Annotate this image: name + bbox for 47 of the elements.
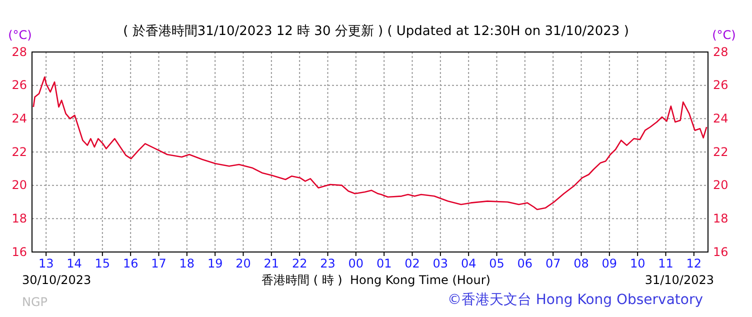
x-tick-label: 14 <box>66 256 82 271</box>
x-tick-label: 23 <box>320 256 336 271</box>
x-tick-label: 11 <box>658 256 674 271</box>
y-tick-label: 22 <box>12 144 27 159</box>
y2-tick-label: 28 <box>713 44 728 59</box>
x-tick-label: 02 <box>404 256 420 271</box>
x-tick-label: 00 <box>348 256 364 271</box>
y-tick-label: 24 <box>12 112 27 126</box>
x-tick-label: 12 <box>686 256 702 271</box>
y-tick-label: 26 <box>12 78 27 92</box>
x-tick-label: 04 <box>460 256 476 271</box>
x-tick-label: 13 <box>38 256 54 271</box>
x-tick-label: 22 <box>292 256 308 271</box>
x-tick-label: 19 <box>207 256 223 271</box>
x-axis-title: 香港時間 ( 時 ) Hong Kong Time (Hour) <box>262 273 490 287</box>
y-tick-label: 20 <box>12 178 27 192</box>
x-tick-label: 06 <box>517 256 533 271</box>
x-tick-label: 09 <box>602 256 618 271</box>
y-tick-label: 16 <box>12 244 27 259</box>
y2-tick-label: 18 <box>713 212 728 226</box>
x-tick-label: 07 <box>545 256 561 271</box>
x-tick-label: 01 <box>376 256 392 271</box>
x-tick-label: 18 <box>179 256 195 271</box>
x-tick-label: 15 <box>94 256 110 271</box>
y-tick-label: 28 <box>12 44 27 59</box>
x-tick-label: 16 <box>122 256 138 271</box>
y2-axis-title: (°C) <box>712 28 736 42</box>
y-tick-label: 18 <box>12 212 27 226</box>
x-tick-label: 21 <box>264 256 280 271</box>
x-tick-label: 03 <box>432 256 448 271</box>
text: ©香港天文台 Hong Kong Observatory <box>447 292 703 308</box>
y2-tick-label: 16 <box>713 244 728 259</box>
chart-subtitle: ( 於香港時間31/10/2023 12 時 30 分更新 ) ( Updated at 12:30H on 31/10/2023 ) <box>123 24 629 39</box>
x-tick-label: 05 <box>489 256 504 271</box>
y2-tick-label: 24 <box>713 112 728 126</box>
y2-tick-label: 20 <box>713 178 728 192</box>
x-tick-label: 20 <box>236 256 251 271</box>
text: 31/10/2023 <box>644 273 714 287</box>
line-series <box>32 76 708 210</box>
y2-tick-label: 26 <box>713 78 728 92</box>
y2-tick-label: 22 <box>713 144 728 159</box>
text: 30/10/2023 <box>22 273 92 287</box>
y-axis-title: (°C) <box>8 28 32 42</box>
x-tick-label: 17 <box>151 256 166 271</box>
text: NGP <box>22 295 48 309</box>
x-tick-label: 08 <box>574 256 589 271</box>
x-tick-label: 10 <box>630 256 646 271</box>
